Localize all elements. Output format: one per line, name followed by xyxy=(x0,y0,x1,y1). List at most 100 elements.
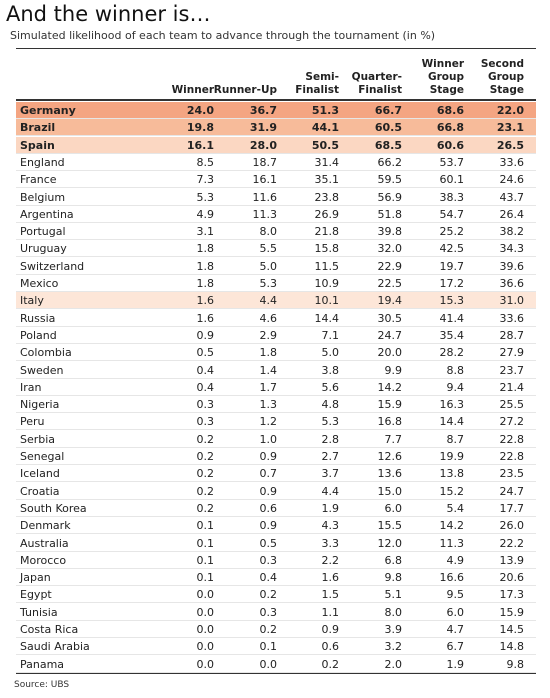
cell-value: 35.1 xyxy=(314,173,340,187)
row-bg xyxy=(16,535,536,552)
cell-value: 0.0 xyxy=(196,605,215,619)
cell-value: 51.3 xyxy=(311,104,339,117)
cell-value: 14.2 xyxy=(377,380,403,394)
cell-value: 0.2 xyxy=(196,501,215,515)
team-name: Argentina xyxy=(20,207,74,221)
cell-value: 1.8 xyxy=(196,242,215,256)
cell-value: 5.6 xyxy=(321,380,340,394)
cell-value: 23.1 xyxy=(496,121,524,135)
cell-value: 0.4 xyxy=(259,571,278,585)
team-name: Nigeria xyxy=(20,398,60,412)
cell-value: 25.2 xyxy=(439,225,465,239)
cell-value: 44.1 xyxy=(311,121,339,135)
team-name: Iran xyxy=(20,380,42,394)
team-name: Morocco xyxy=(20,553,67,567)
cell-value: 41.4 xyxy=(439,311,465,325)
cell-value: 68.6 xyxy=(436,104,464,117)
cell-value: 19.7 xyxy=(439,259,465,273)
cell-value: 21.8 xyxy=(314,225,340,239)
cell-value: 4.4 xyxy=(321,484,340,498)
cell-value: 66.7 xyxy=(374,104,402,117)
cell-value: 1.0 xyxy=(259,432,278,446)
cell-value: 15.9 xyxy=(377,398,403,412)
row-bg xyxy=(16,362,536,379)
cell-value: 22.2 xyxy=(499,536,525,550)
column-header: Winner xyxy=(421,58,464,70)
column-header: Second xyxy=(480,58,524,70)
cell-value: 6.0 xyxy=(446,605,465,619)
cell-value: 0.2 xyxy=(259,623,278,636)
cell-value: 0.2 xyxy=(196,467,215,481)
cell-value: 68.5 xyxy=(374,138,402,152)
cell-value: 16.3 xyxy=(439,398,465,412)
row-bg xyxy=(16,413,536,431)
cell-value: 24.0 xyxy=(186,104,214,117)
cell-value: 9.8 xyxy=(506,657,525,671)
cell-value: 11.5 xyxy=(314,259,340,273)
cell-value: 0.2 xyxy=(196,450,215,463)
cell-value: 39.8 xyxy=(377,225,403,239)
team-name: Australia xyxy=(20,536,69,550)
row-bg xyxy=(16,500,536,517)
row-bg xyxy=(16,552,536,569)
cell-value: 13.6 xyxy=(377,467,403,481)
cell-value: 59.5 xyxy=(377,173,403,187)
cell-value: 0.1 xyxy=(196,571,215,585)
team-name: France xyxy=(20,173,57,187)
cell-value: 5.5 xyxy=(259,242,278,256)
cell-value: 26.4 xyxy=(499,207,525,221)
cell-value: 0.3 xyxy=(196,415,215,429)
cell-value: 25.5 xyxy=(499,398,525,412)
cell-value: 8.7 xyxy=(446,432,465,446)
team-name: Switzerland xyxy=(20,259,85,273)
source: Source: UBS xyxy=(14,680,70,690)
cell-value: 1.2 xyxy=(259,415,278,429)
cell-value: 21.4 xyxy=(499,380,525,394)
team-name: Costa Rica xyxy=(20,623,79,636)
cell-value: 11.3 xyxy=(439,536,465,550)
cell-value: 14.5 xyxy=(499,623,525,636)
cell-value: 6.0 xyxy=(384,501,403,515)
team-name: Peru xyxy=(20,415,45,429)
team-name: Belgium xyxy=(20,190,66,204)
cell-value: 39.6 xyxy=(499,259,525,273)
cell-value: 30.5 xyxy=(377,311,403,325)
cell-value: 5.0 xyxy=(321,346,340,360)
cell-value: 0.9 xyxy=(321,623,340,636)
cell-value: 28.0 xyxy=(249,138,277,152)
column-header: Semi- xyxy=(305,71,339,83)
cell-value: 5.3 xyxy=(196,190,215,204)
cell-value: 17.2 xyxy=(439,277,465,290)
cell-value: 31.9 xyxy=(249,121,277,135)
team-name: Sweden xyxy=(20,363,64,377)
row-bg xyxy=(16,292,536,310)
team-name: South Korea xyxy=(20,501,87,515)
team-name: Uruguay xyxy=(20,242,67,256)
cell-value: 0.0 xyxy=(196,588,215,602)
cell-value: 0.6 xyxy=(321,640,340,654)
team-name: Senegal xyxy=(20,450,65,463)
row-bg xyxy=(16,275,536,292)
column-header: Winner xyxy=(171,84,214,96)
cell-value: 36.6 xyxy=(499,277,525,290)
cell-value: 0.3 xyxy=(196,398,215,412)
cell-value: 23.7 xyxy=(499,363,525,377)
cell-value: 0.3 xyxy=(259,605,278,619)
cell-value: 0.1 xyxy=(259,640,278,654)
cell-value: 26.9 xyxy=(314,207,340,221)
team-name: Iceland xyxy=(20,467,60,481)
cell-value: 5.4 xyxy=(446,501,465,515)
cell-value: 1.6 xyxy=(196,294,215,308)
cell-value: 4.8 xyxy=(321,398,340,412)
cell-value: 2.9 xyxy=(259,328,278,342)
cell-value: 7.3 xyxy=(196,173,215,187)
cell-value: 60.6 xyxy=(436,138,464,152)
row-bg xyxy=(16,569,536,587)
column-header: Finalist xyxy=(295,84,339,96)
team-name: Brazil xyxy=(20,121,56,135)
cell-value: 20.6 xyxy=(499,571,525,585)
cell-value: 33.6 xyxy=(499,311,525,325)
column-header: Stage xyxy=(429,84,464,96)
cell-value: 16.1 xyxy=(252,173,278,187)
team-name: Italy xyxy=(20,294,44,308)
